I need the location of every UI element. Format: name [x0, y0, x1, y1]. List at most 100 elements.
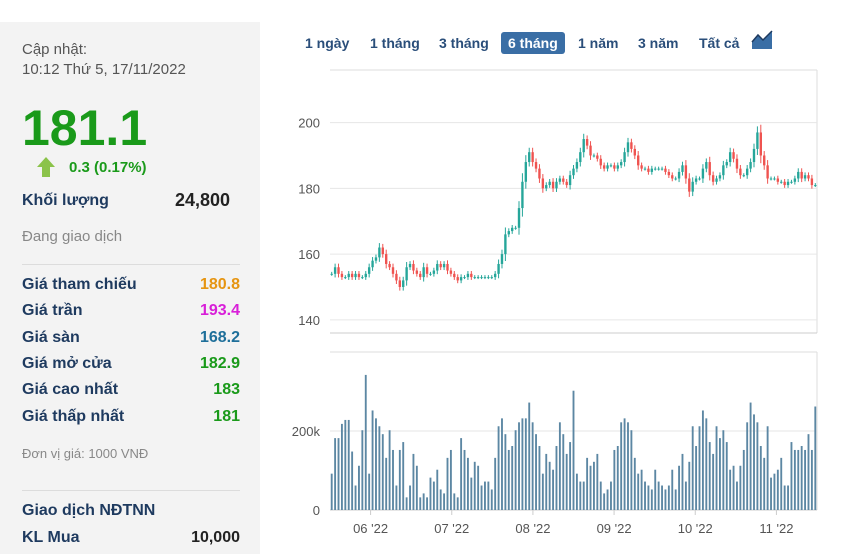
candle-body [718, 175, 722, 179]
candle-body [585, 139, 589, 146]
candle-body [538, 168, 541, 179]
tab-3-months[interactable]: 3 tháng [439, 35, 489, 51]
stat-label: Giá thấp nhất [22, 408, 125, 425]
candle-body [800, 171, 803, 179]
volume-bar [804, 449, 807, 510]
candle-body [650, 168, 654, 172]
volume-bar [555, 446, 558, 510]
tab-all[interactable]: Tất cả [699, 35, 740, 51]
candle-body [606, 165, 609, 169]
volume-bar [780, 457, 783, 510]
volume-bar [616, 446, 619, 510]
volume-bar [477, 465, 480, 510]
candle-body [466, 273, 470, 278]
volume-bar [371, 410, 374, 510]
stat-value: 182.9 [199, 355, 240, 372]
candle-body [388, 263, 391, 268]
volume-bar [606, 489, 609, 510]
candle-body [521, 181, 524, 209]
volume-bar [654, 469, 657, 510]
candle-body [347, 273, 350, 278]
volume-bar [484, 481, 486, 510]
candle-body [534, 162, 538, 169]
volume-bar [793, 449, 796, 510]
tab-1-day[interactable]: 1 ngày [305, 35, 350, 51]
candle-body [470, 273, 473, 278]
candle-body [385, 254, 388, 264]
x-tick-label: 11 '22 [759, 521, 793, 536]
volume-bar [650, 489, 653, 510]
volume-bar [449, 449, 452, 510]
candle-body [562, 178, 565, 182]
volume-bar [470, 477, 473, 510]
volume-bar [701, 410, 704, 510]
volume-bar [443, 493, 446, 510]
stat-high-price: Giá cao nhất 183 [22, 381, 240, 403]
volume-bar [381, 434, 384, 510]
volume-bar [603, 493, 606, 510]
volume-bar [627, 422, 629, 510]
volume-bar [446, 457, 449, 510]
candle-body [688, 178, 691, 192]
candle-body [490, 277, 493, 279]
candle-body [776, 178, 780, 182]
volume-tick-label: 200k [292, 424, 321, 439]
volume-bar [354, 485, 357, 510]
volume-tick-label: 0 [313, 503, 320, 518]
candle-body [592, 155, 596, 157]
volume-bar [623, 418, 626, 510]
volume-bar [398, 449, 401, 510]
candle-body [361, 277, 364, 279]
volume-bar [473, 461, 476, 510]
volume-bar [664, 489, 667, 510]
chart-type-icon[interactable] [751, 30, 773, 50]
candle-body [453, 273, 456, 278]
volume-bar [569, 442, 572, 510]
volume-bar [504, 434, 507, 510]
candle-body [589, 145, 592, 156]
price-change: 0.3 (0.17%) [69, 159, 147, 176]
price-tick-label: 180 [298, 181, 320, 196]
candle-body [391, 267, 395, 274]
volume-bar [405, 497, 408, 510]
tab-6-months[interactable]: 6 tháng [501, 32, 565, 54]
volume-bar [582, 481, 585, 510]
volume-bar [644, 481, 646, 510]
tab-1-month[interactable]: 1 tháng [370, 35, 420, 51]
candle-body [609, 165, 613, 167]
candle-body [732, 152, 735, 159]
candle-body [456, 277, 459, 281]
candle-body [814, 185, 817, 187]
volume-bar [695, 446, 698, 510]
volume-bar [480, 485, 483, 510]
stat-reference-price: Giá tham chiếu 180.8 [22, 276, 240, 298]
candle-body [596, 155, 599, 159]
candle-body [698, 178, 701, 180]
volume-bar [497, 426, 500, 510]
tab-3-years[interactable]: 3 năm [638, 35, 679, 51]
kl-mua-label: KL Mua [22, 529, 80, 546]
candle-body [449, 270, 453, 274]
candle-body [579, 152, 582, 163]
volume-bar [456, 497, 459, 510]
candle-body [616, 165, 619, 169]
volume-bar [334, 438, 337, 510]
candle-body [582, 139, 585, 153]
candle-body [647, 168, 650, 172]
volume-bar [507, 449, 510, 510]
candle-body [684, 165, 688, 179]
volume-bar [592, 461, 595, 510]
candle-body [344, 277, 347, 279]
volume-bar [541, 473, 544, 510]
candle-body [340, 273, 344, 278]
volume-bar [494, 457, 497, 510]
candle-body [419, 273, 422, 278]
volume-bar [579, 481, 582, 510]
volume-bar [647, 485, 650, 510]
tab-1-year[interactable]: 1 năm [578, 35, 619, 51]
candle-body [442, 263, 446, 268]
candle-body [797, 171, 800, 179]
volume-bar [402, 442, 405, 510]
volume-bar [729, 469, 732, 510]
volume-bar [736, 481, 738, 510]
